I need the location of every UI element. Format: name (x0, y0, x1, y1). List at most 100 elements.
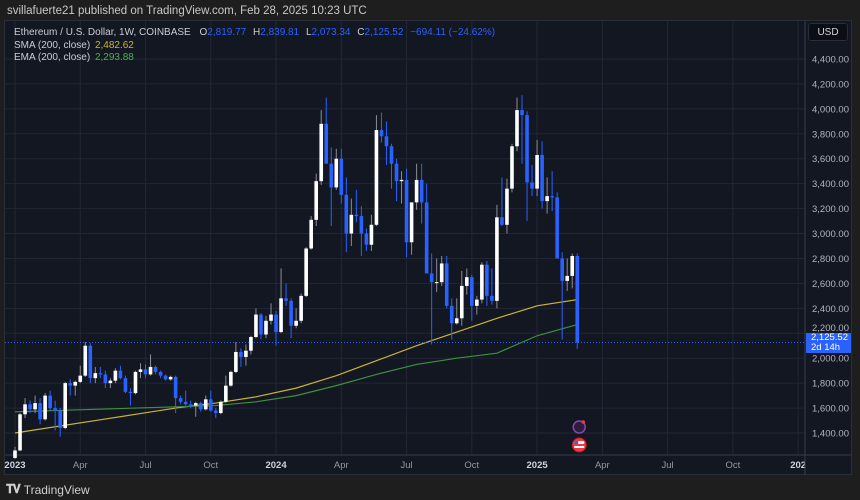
candle-body[interactable] (38, 403, 42, 420)
candle-body[interactable] (470, 277, 474, 306)
sma-legend[interactable]: SMA (200, close) 2,482.62 (14, 40, 134, 51)
candle-body[interactable] (73, 381, 78, 386)
tradingview-brand[interactable]: 𝐓𝐕 TradingView (6, 482, 90, 497)
candle-body[interactable] (304, 248, 308, 296)
candle-body[interactable] (359, 216, 364, 234)
candle-body[interactable] (23, 404, 27, 415)
candle-body[interactable] (490, 295, 494, 301)
candle-body[interactable] (480, 264, 484, 300)
candle-body[interactable] (188, 404, 193, 406)
candle-body[interactable] (123, 378, 128, 392)
candle-body[interactable] (28, 404, 32, 410)
candle-body[interactable] (485, 264, 489, 296)
candle-body[interactable] (63, 383, 67, 429)
candle-body[interactable] (334, 158, 339, 188)
candle-body[interactable] (88, 345, 93, 379)
candle-body[interactable] (329, 163, 334, 188)
candle-body[interactable] (369, 224, 374, 245)
candle-body[interactable] (434, 282, 439, 284)
candle-body[interactable] (98, 373, 103, 375)
candle-body[interactable] (419, 179, 424, 203)
candle-body[interactable] (163, 375, 168, 380)
candle-body[interactable] (414, 179, 419, 203)
candle-body[interactable] (279, 298, 283, 333)
sma-line[interactable] (14, 298, 578, 434)
candle-body[interactable] (389, 146, 394, 164)
candle-body[interactable] (183, 401, 188, 405)
candle-body[interactable] (264, 320, 268, 335)
candle-body[interactable] (18, 414, 22, 451)
candle-body[interactable] (384, 136, 389, 147)
candle-body[interactable] (550, 196, 554, 198)
candle-body[interactable] (294, 320, 298, 326)
candle-body[interactable] (208, 399, 213, 411)
candle-body[interactable] (254, 314, 258, 338)
candle-body[interactable] (444, 263, 449, 306)
candle-body[interactable] (465, 277, 469, 286)
candle-body[interactable] (525, 115, 529, 183)
candle-body[interactable] (58, 410, 62, 429)
candle-body[interactable] (409, 202, 414, 243)
candle-body[interactable] (299, 295, 303, 321)
candle-body[interactable] (198, 403, 203, 410)
candle-body[interactable] (309, 219, 313, 249)
candle-body[interactable] (349, 214, 354, 234)
candle-body[interactable] (555, 197, 559, 259)
candle-body[interactable] (229, 371, 233, 386)
candle-body[interactable] (560, 258, 564, 281)
candle-body[interactable] (535, 154, 539, 189)
candle-body[interactable] (324, 123, 329, 164)
candle-body[interactable] (520, 110, 524, 116)
candle-body[interactable] (379, 130, 384, 137)
candle-body[interactable] (269, 314, 273, 321)
candle-body[interactable] (424, 202, 429, 274)
candle-body[interactable] (454, 318, 459, 324)
candle-body[interactable] (203, 399, 208, 410)
candle-body[interactable] (178, 398, 183, 402)
candle-body[interactable] (344, 194, 349, 234)
candle-body[interactable] (214, 410, 218, 414)
candle-body[interactable] (234, 351, 238, 372)
candle-body[interactable] (93, 373, 98, 379)
ema-line[interactable] (14, 321, 578, 413)
candle-body[interactable] (249, 337, 253, 351)
candle-body[interactable] (449, 305, 454, 324)
candle-body[interactable] (103, 374, 108, 384)
candle-body[interactable] (128, 391, 133, 394)
candle-body[interactable] (570, 255, 575, 276)
candle-body[interactable] (540, 154, 544, 202)
candle-body[interactable] (565, 275, 569, 281)
candle-body[interactable] (284, 298, 288, 301)
candle-body[interactable] (545, 196, 549, 202)
candle-body[interactable] (143, 369, 148, 375)
candle-body[interactable] (459, 285, 464, 319)
candle-body[interactable] (429, 273, 434, 283)
candle-body[interactable] (314, 181, 318, 220)
candle-body[interactable] (173, 376, 178, 399)
candle-body[interactable] (399, 179, 404, 182)
candle-body[interactable] (78, 375, 83, 382)
candle-body[interactable] (394, 163, 399, 182)
candle-body[interactable] (500, 217, 504, 225)
us-flag-event-icon[interactable] (571, 437, 587, 453)
candle-body[interactable] (168, 376, 173, 380)
candle-body[interactable] (244, 350, 248, 357)
candle-body[interactable] (515, 110, 519, 147)
lightning-event-icon[interactable] (572, 420, 586, 434)
candle-body[interactable] (374, 130, 379, 225)
currency-button[interactable]: USD (808, 23, 848, 41)
candle-body[interactable] (68, 383, 73, 386)
candle-body[interactable] (319, 123, 324, 182)
candle-body[interactable] (339, 158, 344, 195)
candle-body[interactable] (259, 314, 263, 335)
candle-body[interactable] (53, 408, 57, 411)
candle-body[interactable] (13, 450, 17, 458)
candle-body[interactable] (475, 299, 479, 306)
candle-body[interactable] (364, 233, 369, 245)
candle-body[interactable] (83, 345, 88, 376)
candle-body[interactable] (224, 385, 228, 402)
candle-body[interactable] (118, 370, 123, 379)
candle-body[interactable] (43, 395, 47, 420)
candle-body[interactable] (108, 380, 113, 384)
